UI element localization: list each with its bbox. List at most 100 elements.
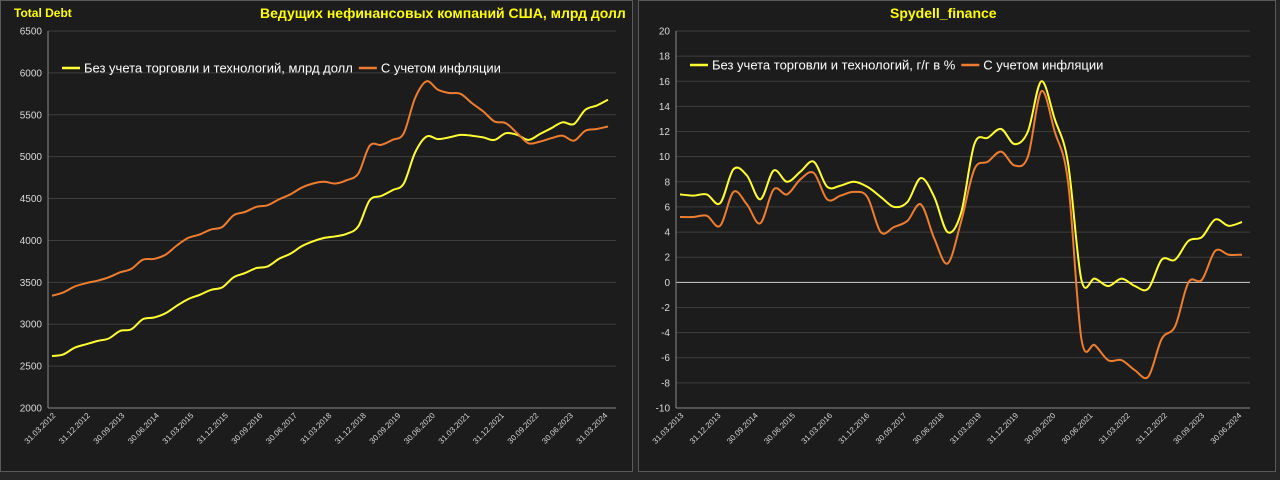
data-point [987,161,988,162]
y-tick-label: 12 [659,127,671,138]
data-point [585,109,586,110]
data-point [733,191,734,192]
y-tick-label: 3000 [20,320,43,331]
data-point [706,215,707,216]
data-point [1014,144,1015,145]
data-point [1054,118,1055,119]
data-point [358,226,359,227]
y-tick-label: 5500 [20,110,43,121]
data-point [324,181,325,182]
data-point [1215,219,1216,220]
data-point [51,295,52,296]
data-point [97,280,98,281]
x-tick-label: 31.03.2018 [299,411,334,446]
data-point [108,277,109,278]
data-point [1094,278,1095,279]
data-point [1121,278,1122,279]
data-point [786,181,787,182]
y-tick-label: 3500 [20,278,43,289]
x-tick-label: 31.12.2022 [1134,411,1169,446]
data-point [934,196,935,197]
data-point [786,194,787,195]
data-point [1148,288,1149,289]
data-point [358,173,359,174]
y-tick-label: 2500 [20,362,43,373]
data-point [1161,338,1162,339]
data-point [1175,326,1176,327]
data-point [907,201,908,202]
data-point [471,135,472,136]
x-tick-label: 30.06.2015 [762,411,797,446]
data-point [1188,240,1189,241]
data-point [154,258,155,259]
data-point [494,139,495,140]
x-tick-label: 30.09.2013 [92,411,127,446]
x-tick-label: 30.09.2023 [1172,411,1207,446]
data-point [1215,250,1216,251]
data-point [142,259,143,260]
data-point [1241,221,1242,222]
x-tick-label: 30.09.2017 [874,411,909,446]
data-point [880,196,881,197]
legend-label-1: Без учета торговли и технологий, г/г в % [712,58,956,73]
data-point [773,189,774,190]
y-tick-label: 16 [659,77,671,88]
data-point [312,241,313,242]
series-line-2 [679,90,1243,380]
data-point [1108,360,1109,361]
legend-label-2: С учетом инфляции [983,58,1103,73]
data-point [244,211,245,212]
series-line-1 [51,98,609,358]
data-point [1094,345,1095,346]
data-point [1067,162,1068,163]
data-point [312,183,313,184]
data-point [131,268,132,269]
data-point [483,137,484,138]
legend-label-2: С учетом инфляции [381,61,501,76]
data-point [517,133,518,134]
data-point [596,128,597,129]
x-tick-label: 31.12.2015 [195,411,230,446]
data-point [974,144,975,145]
data-point [813,161,814,162]
data-point [720,203,721,204]
right-chart-title: Spydell_finance [890,5,997,21]
x-tick-label: 30.06.2018 [911,411,946,446]
data-point [346,180,347,181]
data-point [392,190,393,191]
data-point [199,234,200,235]
left-chart-title: Ведущих нефинансовых компаний США, млрд … [260,5,626,21]
data-point [607,99,608,100]
data-point [1148,376,1149,377]
y-tick-label: 4 [664,228,670,239]
x-tick-label: 31.03.2015 [161,411,196,446]
data-point [1067,181,1068,182]
x-tick-label: 30.09.2019 [368,411,403,446]
x-tick-label: 31.12.2012 [57,411,92,446]
data-point [562,122,563,123]
data-point [1241,254,1242,255]
data-point [494,121,495,122]
y-tick-label: 20 [659,27,671,38]
x-tick-label: 31.12.2021 [471,411,506,446]
x-tick-label: 30.06.2023 [540,411,575,446]
x-tick-label: 31.12.2016 [837,411,872,446]
data-point [222,226,223,227]
data-point [528,143,529,144]
data-point [222,287,223,288]
data-point [1001,128,1002,129]
data-point [74,347,75,348]
data-point [63,292,64,293]
data-point [693,195,694,196]
x-tick-label: 30.06.2021 [1060,411,1095,446]
data-point [324,237,325,238]
data-point [403,133,404,134]
data-point [894,206,895,207]
y-tick-label: -4 [661,328,670,339]
data-point [1175,259,1176,260]
x-tick-label: 31.03.2024 [575,411,610,446]
data-point [1228,225,1229,226]
y-tick-label: 6500 [20,27,43,38]
data-point [920,204,921,205]
x-tick-label: 30.09.2020 [1023,411,1058,446]
